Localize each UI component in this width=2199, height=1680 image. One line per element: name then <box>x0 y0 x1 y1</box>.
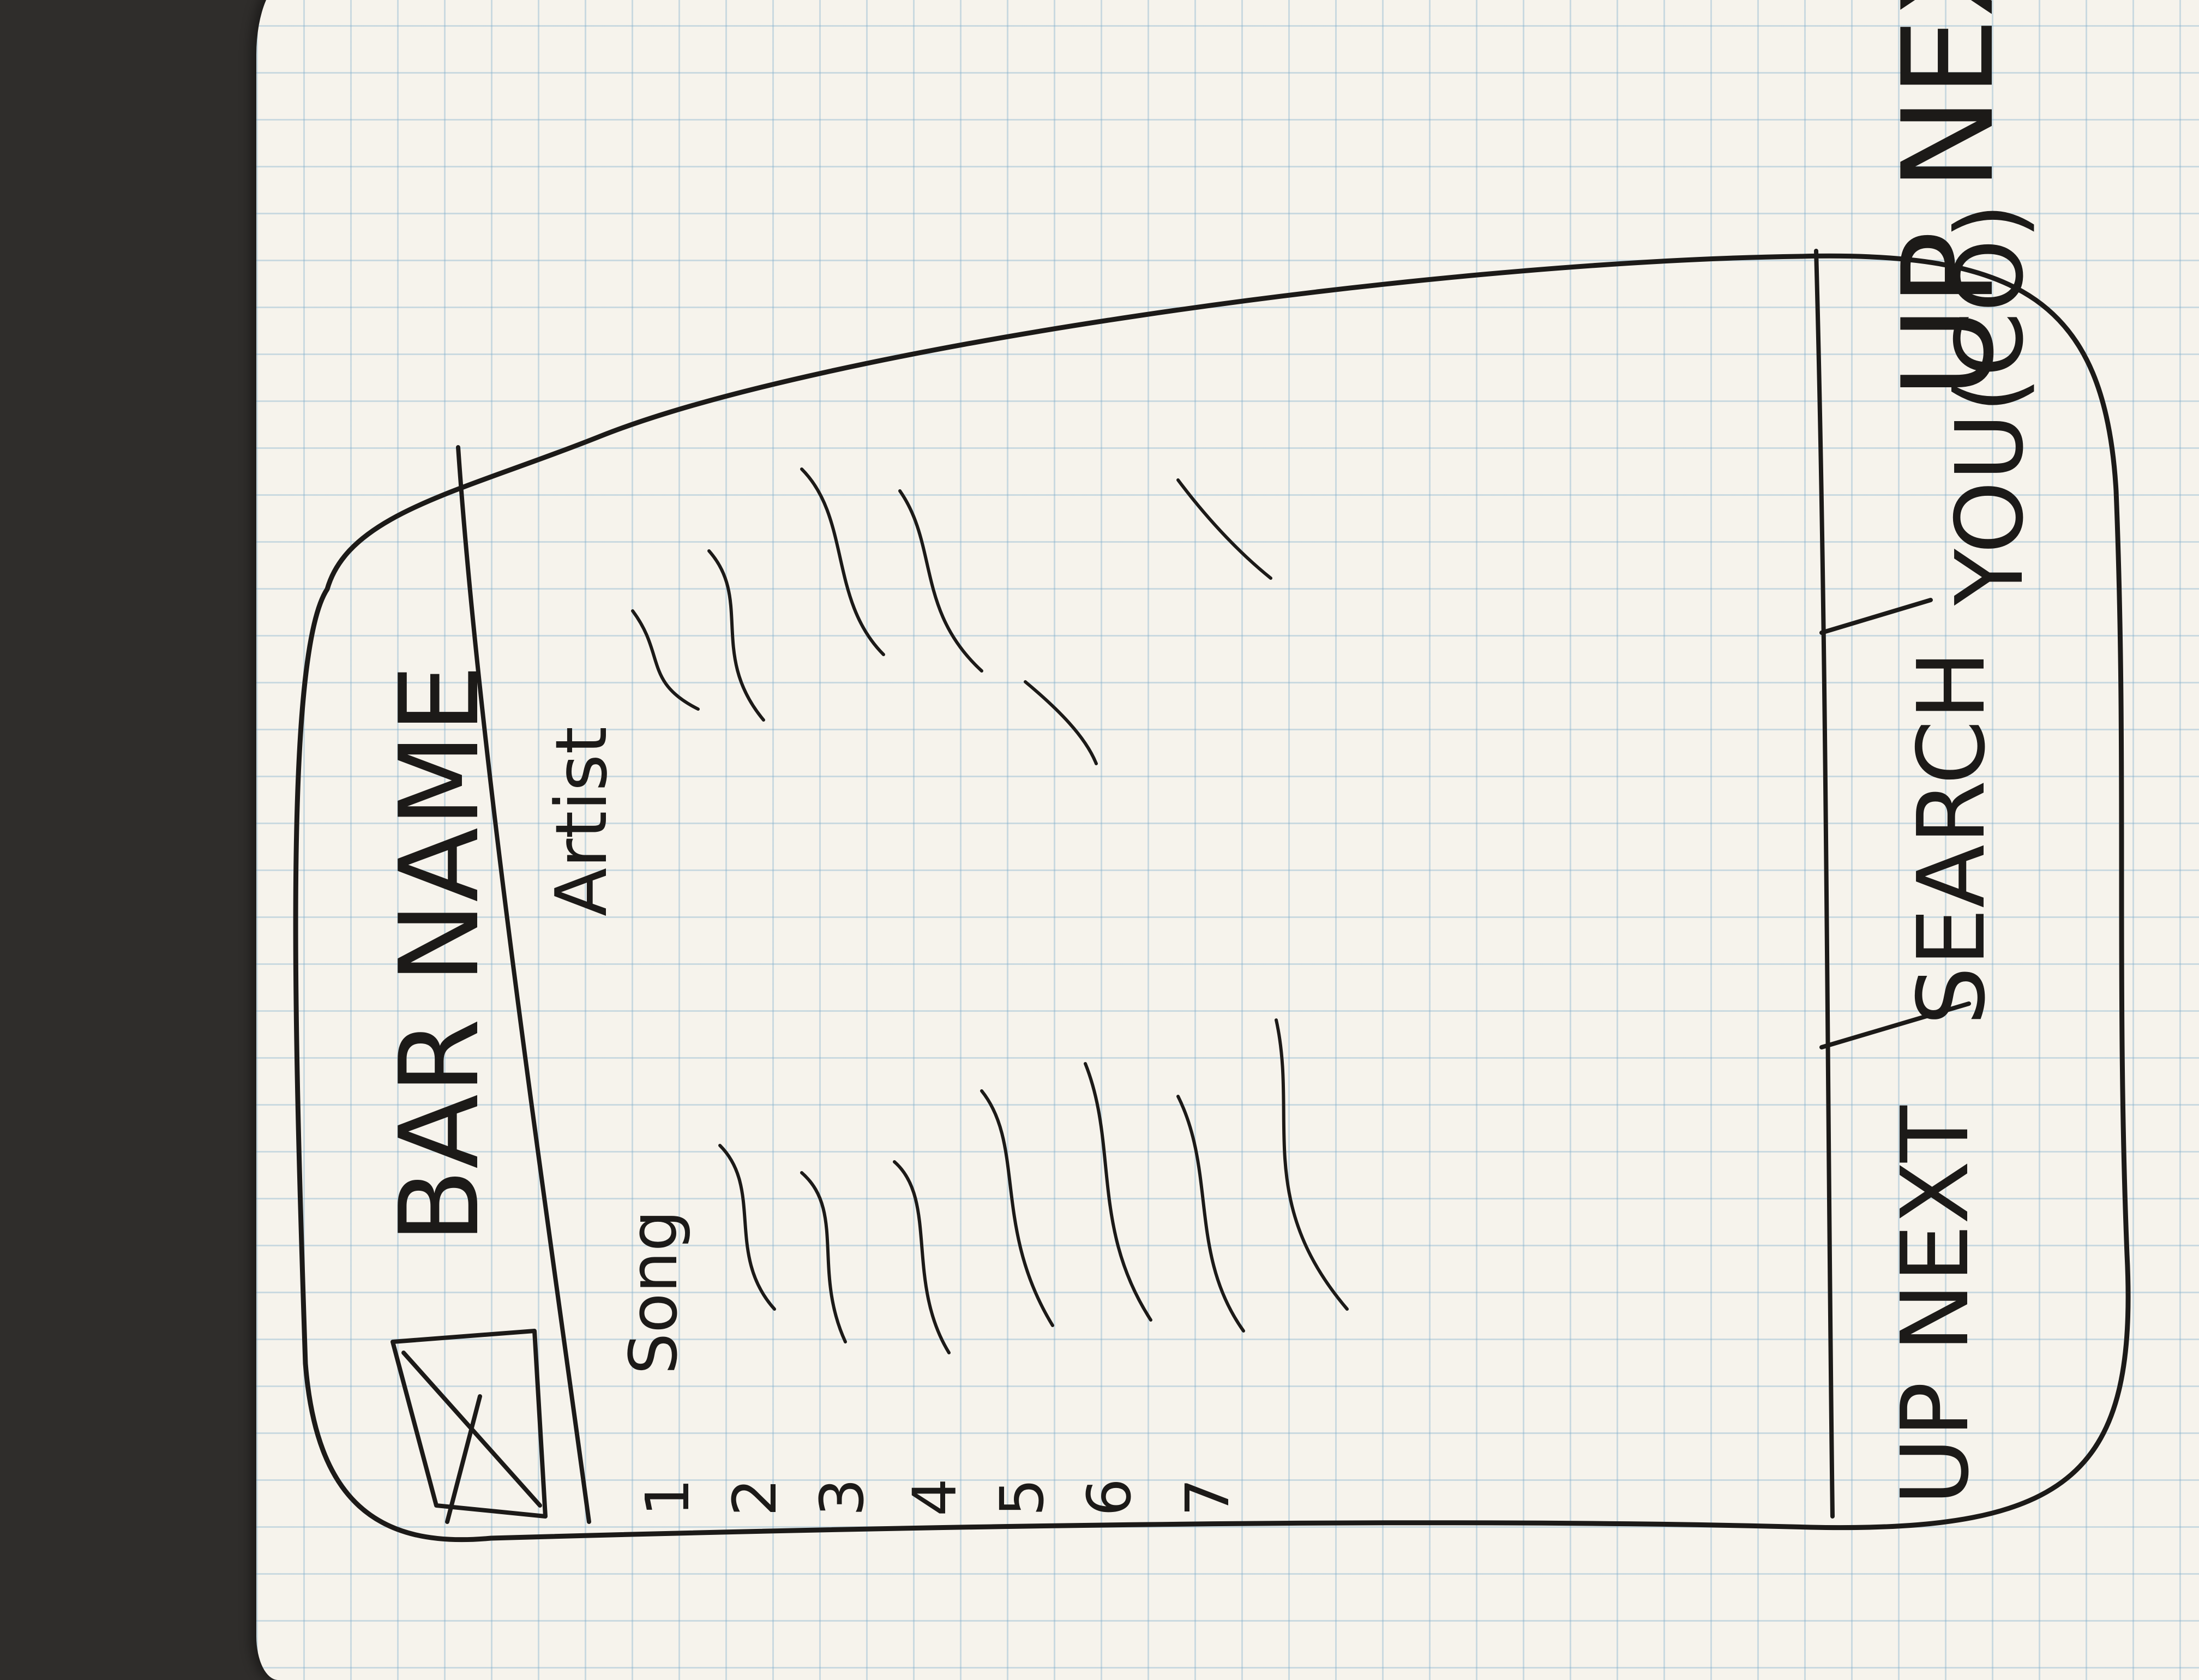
column-header-song: Song <box>616 1210 692 1375</box>
row-number: 5 <box>987 1478 1057 1516</box>
header-divider <box>456 445 591 1524</box>
column-header-artist: Artist <box>540 726 623 916</box>
tab-up-next[interactable]: UP NEXT <box>1882 1106 1990 1505</box>
tab-separator <box>1819 1001 1971 1049</box>
row-number: 6 <box>1074 1478 1144 1516</box>
row-number: 7 <box>1173 1478 1242 1516</box>
tab-separator <box>1819 598 1933 635</box>
row-number: 2 <box>720 1478 790 1516</box>
row-number: 4 <box>900 1478 970 1516</box>
menu-icon <box>390 1329 548 1524</box>
app-title: BAR NAME <box>376 664 503 1244</box>
paper-sheet <box>256 0 2199 1680</box>
row-number: 3 <box>807 1478 877 1516</box>
tab-search[interactable]: SEARCH <box>1898 650 2006 1025</box>
bottom-nav-divider <box>1814 249 1835 1519</box>
tab-you[interactable]: YOU(CO) <box>1936 203 2044 605</box>
row-number: 1 <box>633 1478 702 1516</box>
